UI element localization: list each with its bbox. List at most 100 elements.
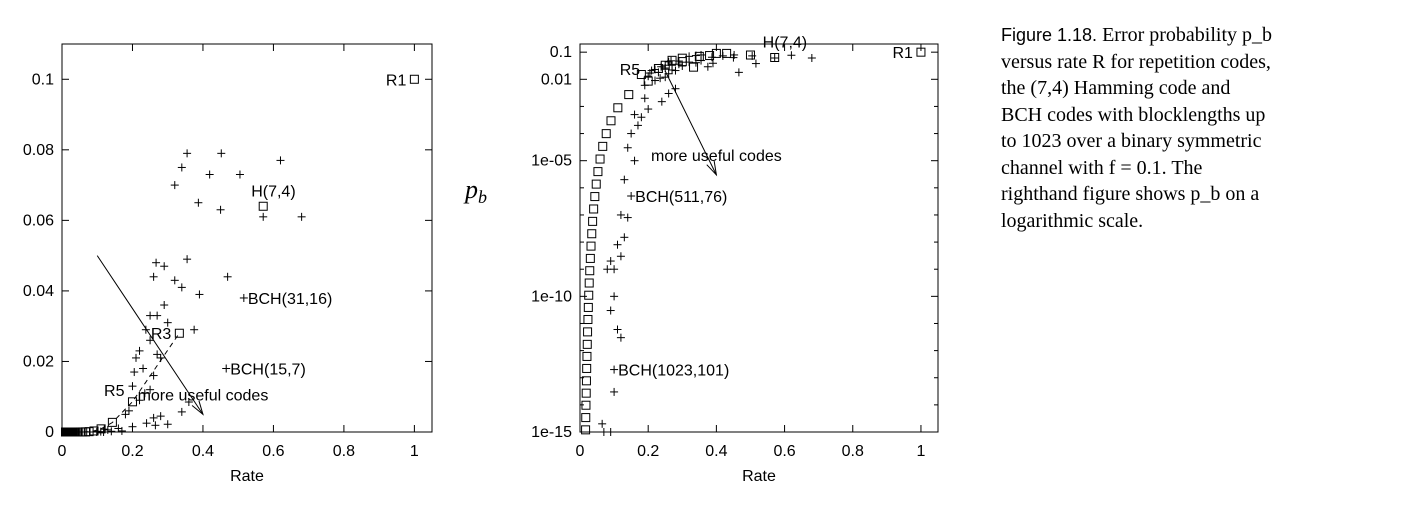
left-plus-point [276,156,285,165]
left-plus-point [135,346,144,355]
right-y-axis-label: pb [463,175,487,207]
right-square-point [745,50,755,60]
right-plus-point [630,156,639,165]
right-plus-point [613,325,622,334]
right-arrow-label: more useful codes [651,148,782,165]
right-square-point [584,278,594,288]
left-plus-point [152,258,161,267]
right-plus-point [674,60,683,69]
right-plus-point [657,62,666,71]
left-plus-point [184,398,193,407]
left-plus-point [177,407,186,416]
right-square-point [590,192,600,202]
right-plus-point [685,58,694,67]
left-annotation: R3 [151,326,172,343]
right-y-tick-label: 0.01 [541,71,572,88]
right-arrow-shaft [664,70,717,176]
left-plus-point [259,212,268,221]
left-plus-point [121,410,130,419]
left-annotation: BCH(31,16) [248,291,332,308]
left-plus-point [183,255,192,264]
left-plus-point [239,293,248,302]
left-plus-point [117,426,126,435]
right-plus-point [623,143,632,152]
left-plus-point [146,336,155,345]
left-plus-point [96,427,105,436]
right-x-tick-label: 0.8 [842,443,864,460]
right-plus-point [751,59,760,68]
right-square-point [581,400,591,410]
right-log-chart: 0 0.2 0.4 0.6 0.8 1 0.1 0.01 1e-05 1e-10 1e-15 Rate… [463,34,939,485]
left-plus-point [139,364,148,373]
right-plus-point [637,113,646,122]
left-y-tick-label: 0 [45,424,54,441]
right-square-point [606,116,616,126]
left-plus-point [141,325,150,334]
left-plus-point [140,389,149,398]
right-plus-point [770,53,779,62]
left-plus-point [146,385,155,394]
left-square-point [409,74,419,84]
right-plus-point [664,69,673,78]
left-x-tick-label: 0.8 [333,443,355,460]
right-plus-point [729,53,738,62]
right-plus-point [616,210,625,219]
caption-line-1: versus rate R for repetition codes, [1001,50,1271,73]
right-plus-point [664,57,673,66]
right-plus-point [668,61,677,70]
right-square-point [601,129,611,139]
left-plus-point [170,276,179,285]
left-annotation: R1 [386,72,407,89]
left-annotation: BCH(15,7) [230,362,306,379]
right-annotation: R1 [892,45,913,62]
left-x-axis-label: Rate [230,468,264,485]
right-x-tick-label: 0.2 [637,443,659,460]
left-square-point [174,328,184,338]
left-plus-point [177,283,186,292]
left-plus-point [156,353,165,362]
right-square-point [584,290,594,300]
right-plus-point [623,213,632,222]
right-plus-point [606,257,615,266]
right-square-point [582,351,592,361]
right-plus-point [606,428,615,436]
right-plus-point [707,53,716,62]
right-plus-point [787,51,796,60]
left-plus-point [163,420,172,429]
right-square-point [595,154,605,164]
right-square-point [587,229,597,239]
right-square-point [581,388,591,398]
right-plus-point [627,191,636,200]
right-plus-point [661,61,670,70]
left-arrow-head [191,400,204,416]
right-plus-point [610,365,619,374]
left-annotation: H(7,4) [251,183,295,200]
right-y-tick-label: 1e-10 [531,288,572,305]
left-plus-point [103,425,112,434]
right-plus-point [620,233,629,242]
left-plus-point [297,212,306,221]
left-arrow-shaft [96,255,204,415]
right-plus-point [657,97,666,106]
right-square-point [582,363,592,373]
left-x-tick-label: 0.6 [262,443,284,460]
right-plus-point [633,121,642,130]
right-square-point [583,327,593,337]
right-plus-point [616,333,625,342]
right-x-tick-label: 0.4 [705,443,727,460]
right-annotation: H(7,4) [763,34,807,51]
left-plus-point [217,149,226,158]
right-plus-point [734,68,743,77]
left-plus-point [177,163,186,172]
figure-caption: Figure 1.18. Error probability p_b versu… [1001,22,1401,234]
left-square-point [107,417,117,427]
right-plus-point [691,51,700,60]
right-square-point [583,315,593,325]
caption-line-4: to 1023 over a binary symmetric [1001,130,1262,152]
right-square-point [916,47,926,57]
left-plus-point [151,421,160,430]
left-plus-point [142,419,151,428]
right-plus-point [640,81,649,90]
left-plus-point [160,301,169,310]
